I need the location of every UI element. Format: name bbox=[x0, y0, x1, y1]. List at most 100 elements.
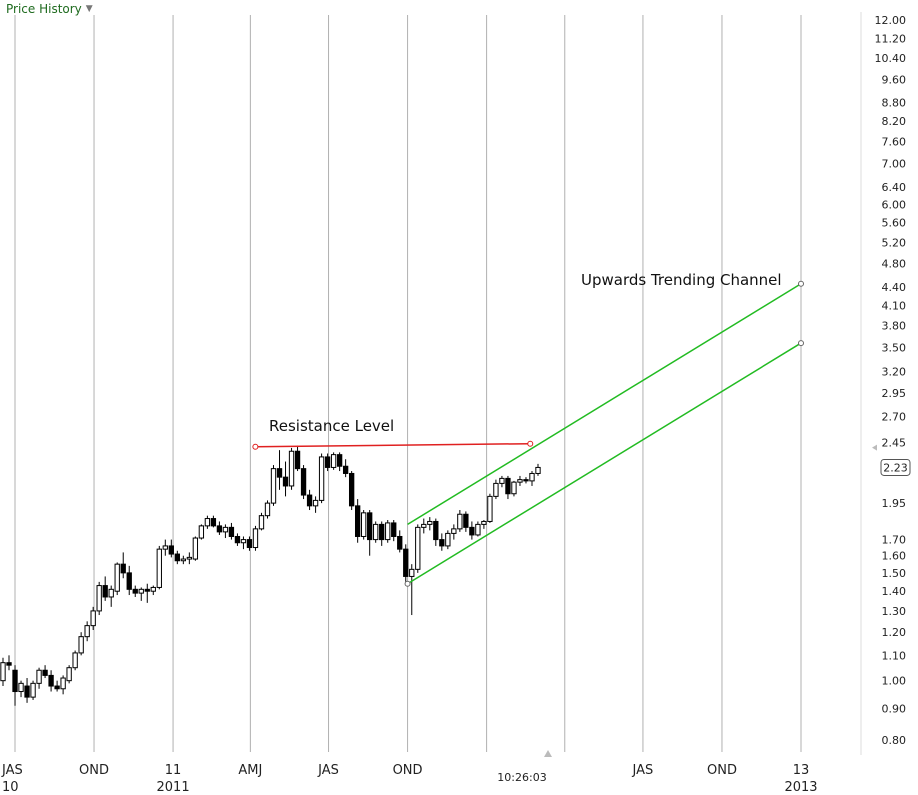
candle-body-up bbox=[0, 662, 6, 682]
y-tick-label: 1.00 bbox=[882, 675, 907, 688]
y-tick-label: 11.20 bbox=[875, 32, 907, 45]
candle bbox=[60, 675, 66, 695]
candle bbox=[505, 475, 511, 500]
price-pointer-icon bbox=[872, 444, 877, 451]
candle-body-up bbox=[330, 454, 337, 468]
candle bbox=[186, 552, 193, 565]
candle bbox=[463, 511, 469, 532]
channel-label: Upwards Trending Channel bbox=[581, 271, 782, 289]
price-history-menu[interactable]: Price History ▼ bbox=[6, 2, 93, 16]
y-tick-label: 3.50 bbox=[882, 342, 907, 355]
candlestick-series bbox=[0, 445, 541, 706]
candle bbox=[294, 445, 301, 472]
candle bbox=[445, 530, 451, 550]
candle bbox=[84, 621, 90, 642]
channel-upper-end-handle[interactable] bbox=[798, 280, 804, 287]
candle bbox=[324, 453, 331, 472]
candle-body-down bbox=[282, 476, 289, 487]
candle-body-down bbox=[300, 468, 307, 496]
candle bbox=[342, 459, 349, 478]
x-tick-label: OND bbox=[393, 763, 423, 778]
channel-lower-line[interactable] bbox=[407, 342, 802, 585]
candle-body-down bbox=[391, 522, 397, 537]
y-tick-label: 6.40 bbox=[882, 181, 907, 194]
candle bbox=[409, 564, 415, 616]
candle-body-up bbox=[90, 610, 96, 627]
candle-body-down bbox=[505, 477, 511, 495]
resistance-line[interactable] bbox=[255, 442, 531, 448]
candle-body-up bbox=[96, 585, 102, 612]
x-tick-label: OND bbox=[707, 763, 737, 778]
candle bbox=[517, 475, 523, 486]
candle bbox=[421, 518, 427, 534]
candle-body-up bbox=[186, 556, 193, 560]
y-tick-label: 2.45 bbox=[882, 436, 907, 449]
candle-body-down bbox=[42, 669, 48, 676]
candle bbox=[240, 536, 247, 550]
candle bbox=[264, 500, 271, 519]
candle-body-up bbox=[481, 520, 487, 525]
candle bbox=[361, 510, 367, 540]
candle-body-up bbox=[138, 588, 144, 594]
candle bbox=[102, 576, 108, 601]
candle-body-up bbox=[535, 466, 541, 474]
candle bbox=[138, 587, 144, 601]
candle bbox=[120, 552, 126, 579]
candle bbox=[54, 680, 60, 692]
candle-body-up bbox=[222, 526, 229, 533]
candle-body-up bbox=[60, 677, 66, 690]
candle-body-up bbox=[240, 539, 247, 544]
x-tick-year-label: 2013 bbox=[784, 780, 817, 795]
candle bbox=[487, 493, 493, 523]
candle-body-up bbox=[270, 468, 277, 504]
y-tick-label: 4.40 bbox=[882, 281, 907, 294]
resistance-end-handle[interactable] bbox=[527, 440, 534, 447]
candle-body-down bbox=[246, 539, 253, 549]
candle-body-up bbox=[511, 481, 517, 495]
price-history-label: Price History bbox=[6, 2, 82, 16]
x-tick-label: AMJ bbox=[238, 763, 262, 778]
y-tick-label: 9.60 bbox=[882, 73, 907, 86]
candle-body-up bbox=[517, 479, 523, 483]
candle-body-down bbox=[342, 465, 349, 474]
resistance-start-handle[interactable] bbox=[252, 443, 259, 450]
candle bbox=[439, 533, 445, 551]
candle bbox=[78, 632, 84, 656]
candle-body-down bbox=[6, 662, 12, 666]
candle bbox=[403, 544, 409, 582]
y-tick-label: 12.00 bbox=[875, 14, 907, 27]
candle bbox=[493, 479, 499, 500]
candle bbox=[30, 680, 36, 700]
channel-upper-line[interactable] bbox=[407, 283, 802, 526]
candle bbox=[42, 665, 48, 679]
candle-body-down bbox=[523, 479, 529, 482]
y-tick-label: 1.30 bbox=[882, 605, 907, 618]
candle bbox=[66, 665, 72, 684]
candle bbox=[529, 471, 535, 486]
y-tick-label: 4.80 bbox=[882, 258, 907, 271]
y-tick-label: 5.60 bbox=[882, 217, 907, 230]
candle-body-down bbox=[132, 588, 138, 594]
candle bbox=[270, 465, 277, 506]
candle bbox=[379, 521, 385, 546]
candle-body-down bbox=[379, 523, 385, 541]
candle bbox=[72, 650, 78, 671]
candle-body-up bbox=[487, 495, 493, 522]
candle bbox=[0, 657, 6, 687]
candle-body-up bbox=[204, 518, 211, 527]
candle-body-down bbox=[367, 512, 373, 541]
scroll-marker-icon[interactable] bbox=[544, 750, 552, 757]
candle bbox=[354, 499, 361, 543]
candle bbox=[391, 520, 397, 542]
candle bbox=[48, 670, 54, 692]
channel-lower-end-handle[interactable] bbox=[798, 340, 804, 347]
y-tick-label: 1.50 bbox=[882, 567, 907, 580]
timestamp: 10:26:03 bbox=[497, 771, 546, 784]
x-tick-year-label: 10 bbox=[2, 780, 19, 795]
candle-body-up bbox=[156, 548, 162, 588]
channel-lower-start-handle[interactable] bbox=[404, 580, 411, 587]
candle-body-down bbox=[168, 545, 174, 555]
candle bbox=[228, 522, 235, 540]
candle-body-up bbox=[457, 513, 463, 530]
candle bbox=[397, 530, 403, 553]
